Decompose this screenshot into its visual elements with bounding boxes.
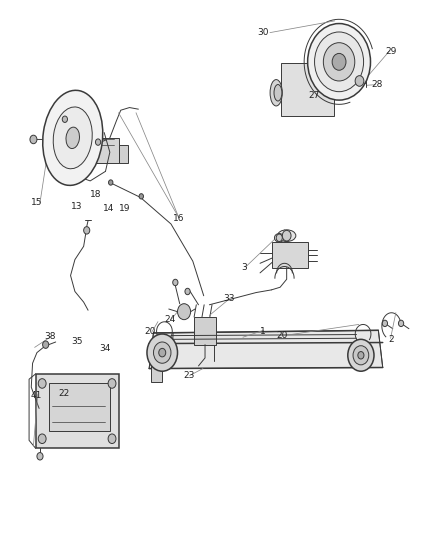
Circle shape <box>139 193 144 199</box>
Circle shape <box>159 349 166 357</box>
FancyBboxPatch shape <box>49 383 110 431</box>
Circle shape <box>276 234 283 241</box>
Circle shape <box>353 346 369 365</box>
Circle shape <box>177 304 191 320</box>
Circle shape <box>399 320 404 327</box>
Circle shape <box>382 320 388 327</box>
Circle shape <box>108 434 116 443</box>
Ellipse shape <box>43 90 103 185</box>
FancyBboxPatch shape <box>272 242 308 268</box>
FancyBboxPatch shape <box>151 361 162 382</box>
Ellipse shape <box>278 230 296 241</box>
Text: 2: 2 <box>389 335 394 344</box>
Text: 41: 41 <box>31 391 42 400</box>
Circle shape <box>147 334 177 371</box>
Text: 14: 14 <box>103 204 115 213</box>
Ellipse shape <box>66 127 79 149</box>
Circle shape <box>95 139 101 146</box>
Circle shape <box>332 53 346 70</box>
Text: 18: 18 <box>90 190 102 199</box>
Text: 19: 19 <box>120 204 131 213</box>
Circle shape <box>185 288 190 295</box>
Ellipse shape <box>270 79 283 106</box>
Circle shape <box>348 340 374 371</box>
FancyBboxPatch shape <box>35 374 119 448</box>
FancyBboxPatch shape <box>119 145 128 164</box>
Polygon shape <box>149 330 383 368</box>
Circle shape <box>109 180 113 185</box>
Circle shape <box>307 23 371 100</box>
Text: 28: 28 <box>371 80 383 89</box>
Circle shape <box>42 341 49 349</box>
Text: 34: 34 <box>99 344 110 353</box>
Text: 15: 15 <box>31 198 42 207</box>
Text: 13: 13 <box>71 203 83 212</box>
Text: 20: 20 <box>277 331 288 340</box>
Circle shape <box>30 135 37 144</box>
FancyBboxPatch shape <box>282 63 334 116</box>
Text: 16: 16 <box>173 214 184 223</box>
Text: 29: 29 <box>386 47 397 55</box>
Text: 1: 1 <box>260 327 265 336</box>
Ellipse shape <box>274 85 282 101</box>
Text: 20: 20 <box>145 327 156 336</box>
Circle shape <box>62 116 67 123</box>
Text: 22: 22 <box>58 389 70 398</box>
Circle shape <box>355 76 364 86</box>
Circle shape <box>283 230 291 241</box>
Ellipse shape <box>53 107 92 169</box>
Text: 33: 33 <box>223 294 234 303</box>
Circle shape <box>314 32 364 92</box>
Circle shape <box>323 43 355 81</box>
Circle shape <box>84 227 90 234</box>
Text: 27: 27 <box>308 91 320 100</box>
Text: 35: 35 <box>71 337 83 346</box>
Circle shape <box>108 378 116 388</box>
Text: 3: 3 <box>241 263 247 272</box>
Text: 23: 23 <box>184 371 195 380</box>
Circle shape <box>173 279 178 286</box>
FancyBboxPatch shape <box>90 138 119 164</box>
Text: 24: 24 <box>165 315 176 324</box>
Ellipse shape <box>275 233 284 242</box>
Circle shape <box>37 453 43 460</box>
Circle shape <box>153 342 171 364</box>
Circle shape <box>358 352 364 359</box>
FancyBboxPatch shape <box>194 317 216 345</box>
Circle shape <box>38 378 46 388</box>
Text: 38: 38 <box>44 332 55 341</box>
Circle shape <box>38 434 46 443</box>
Text: 30: 30 <box>257 28 268 37</box>
